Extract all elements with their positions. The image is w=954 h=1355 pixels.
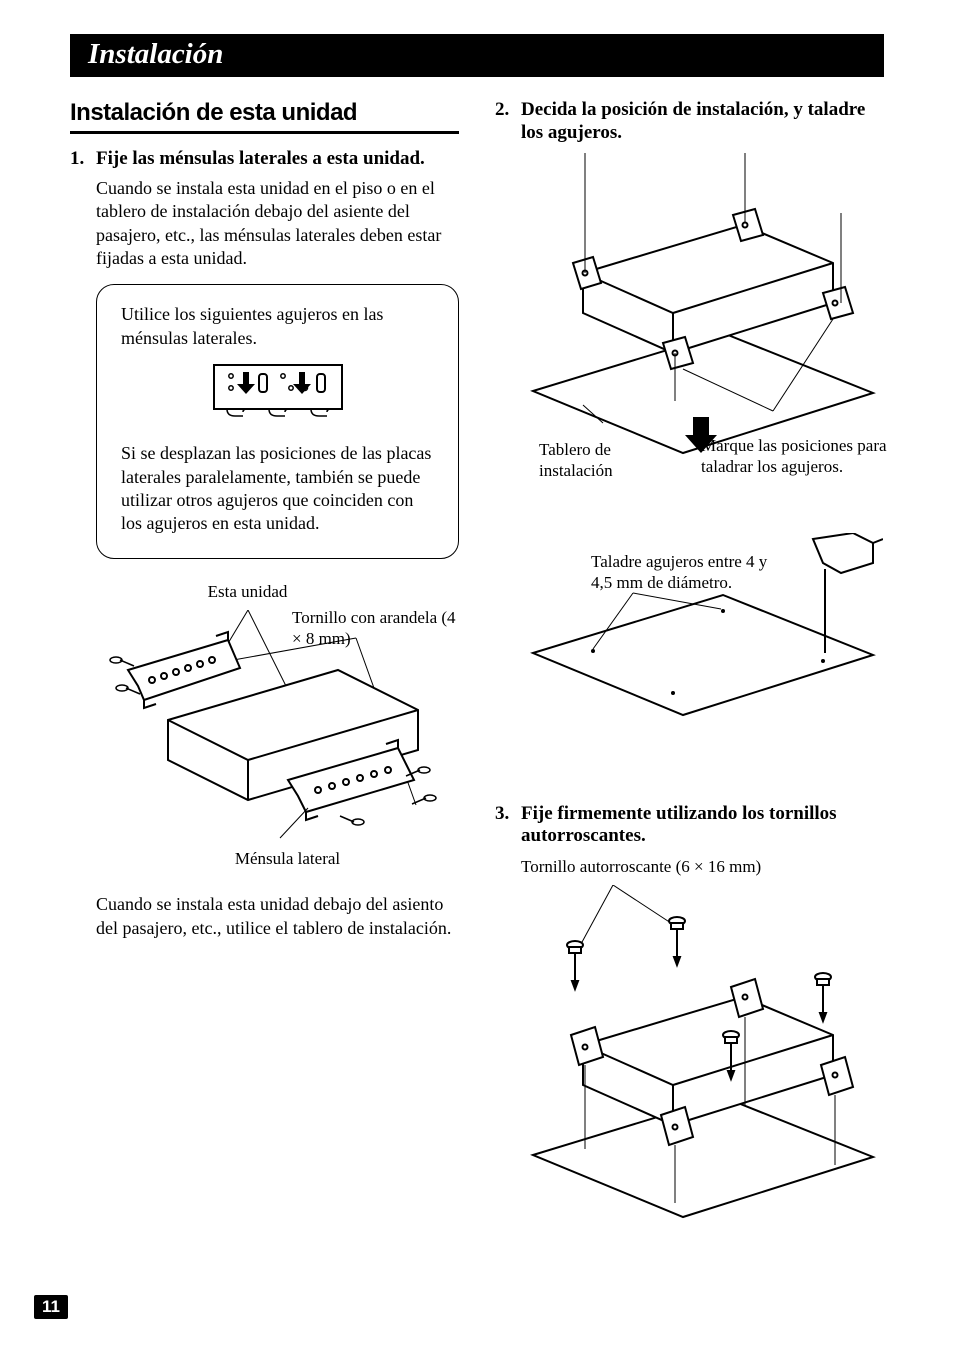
callout-note: Si se desplazan las posiciones de las pl… [121,442,434,536]
step3-fig-screw-label: Tornillo autorroscante (6 × 16 mm) [521,856,884,877]
bracket-holes-figure [213,364,343,420]
page-number: 11 [34,1295,68,1319]
step2-heading: 2. Decida la posición de instalación, y … [495,99,884,145]
step1-number: 1. [70,148,96,171]
step3-heading: 3. Fije firmemente utilizando los tornil… [495,803,884,849]
step2-number: 2. [495,99,521,145]
step2-fig-board-label: Tablero de instalación [539,439,649,482]
step3-label: Fije firmemente utilizando los tornillos… [521,803,884,849]
step1-fig-screw-label: Tornillo con arandela (4 × 8 mm) [292,607,462,650]
step2-fig-mark-label: Marque las posiciones para taladrar los … [701,435,901,478]
right-column: 2. Decida la posición de instalación, y … [495,99,884,1273]
section-title: Instalación de esta unidad [70,99,459,127]
step1-callout: Utilice los siguientes agujeros en las m… [96,284,459,558]
step1-figure-wrap: Esta unidad Tornillo con arandela (4 × 8… [96,581,459,870]
step2-figure-wrap: Tablero de instalación Marque las posici… [521,153,884,775]
step2-label: Decida la posición de instalación, y tal… [521,99,884,145]
step3-figure-wrap [521,885,884,1245]
section-rule [70,131,459,134]
chapter-heading: Instalación [70,34,884,77]
step1-heading: 1. Fije las ménsulas laterales a esta un… [70,148,459,171]
step1-label: Fije las ménsulas laterales a esta unida… [96,148,459,171]
callout-intro: Utilice los siguientes agujeros en las m… [121,303,434,350]
left-column: Instalación de esta unidad 1. Fije las m… [70,99,459,1273]
step1-fig-bracket-label: Ménsula lateral [116,848,459,869]
step1-bottom-note: Cuando se instala esta unidad debajo del… [96,893,459,940]
step1-body: Cuando se instala esta unidad en el piso… [96,177,459,271]
step3-number: 3. [495,803,521,849]
step2-position-figure [523,153,883,473]
step3-fasten-figure [523,885,883,1245]
step2-fig-drill-label: Taladre agujeros entre 4 y 4,5 mm de diá… [591,551,791,594]
step1-fig-unit-label: Esta unidad [36,581,459,602]
